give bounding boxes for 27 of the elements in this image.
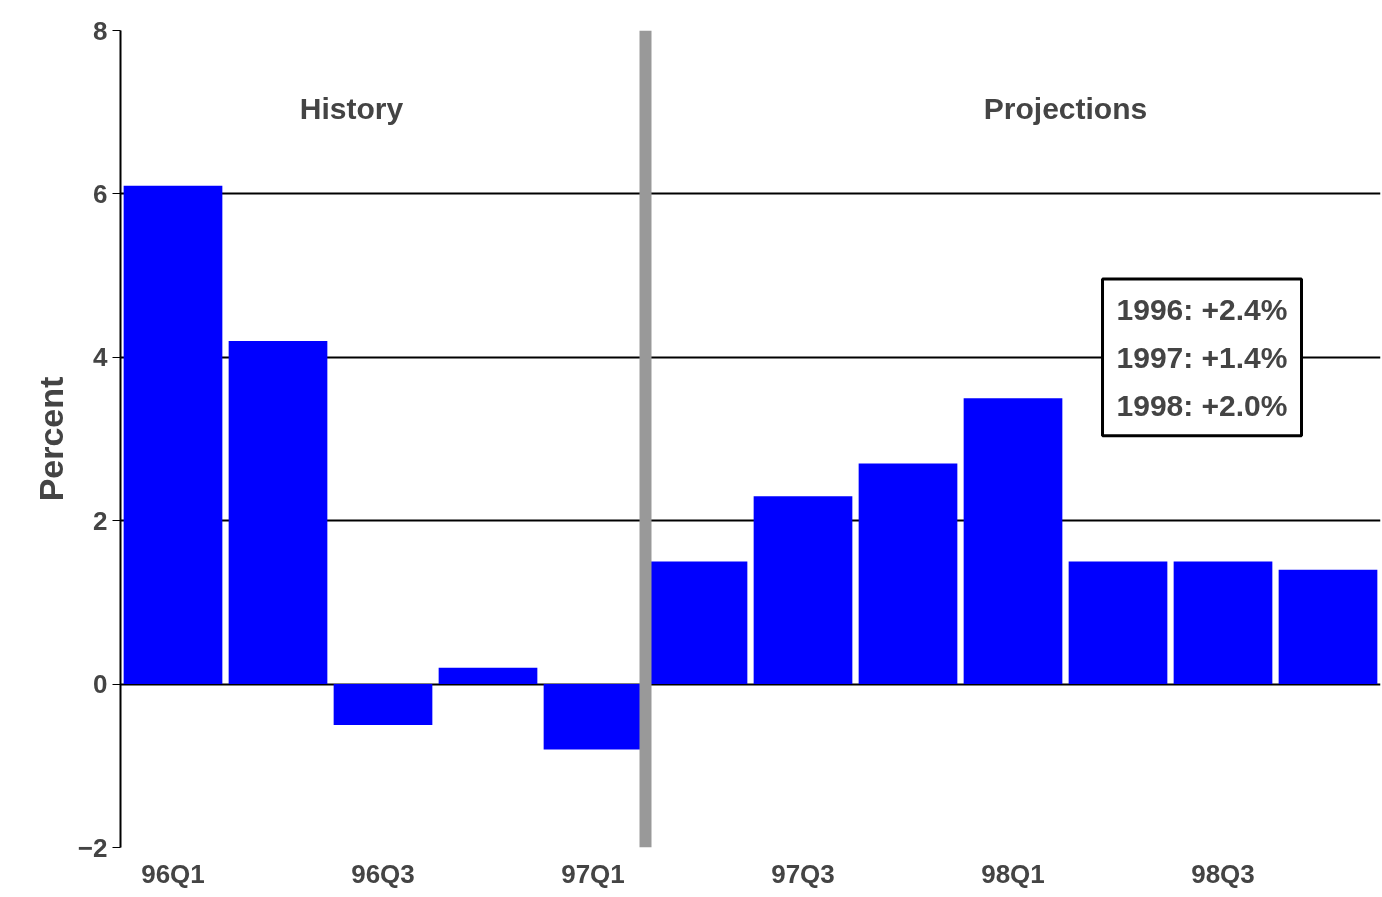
x-tick-label: 98Q1 <box>981 858 1045 889</box>
bar <box>333 684 433 725</box>
y-tick-label: −2 <box>77 832 108 863</box>
annotation: History <box>299 92 404 126</box>
annotation: 1996: +2.4% 1997: +1.4% 1998: +2.0% <box>1116 292 1288 422</box>
bar <box>858 463 958 685</box>
x-tick-label: 98Q3 <box>1191 858 1255 889</box>
x-tick-label: 96Q3 <box>351 858 415 889</box>
bar <box>1173 561 1273 685</box>
x-tick-label: 97Q3 <box>771 858 835 889</box>
bar <box>1068 561 1168 685</box>
annotation: Projections <box>983 92 1148 126</box>
y-tick-label: 8 <box>93 15 108 46</box>
y-tick-label: 4 <box>93 342 109 373</box>
x-tick-label: 97Q1 <box>561 858 625 889</box>
bar <box>1278 569 1378 685</box>
bar <box>123 185 223 685</box>
y-tick-label: 2 <box>93 505 108 536</box>
bar <box>228 340 328 685</box>
x-tick-label: 96Q1 <box>141 858 205 889</box>
y-tick-label: 0 <box>93 669 108 700</box>
bar <box>438 667 538 685</box>
bar <box>543 684 643 750</box>
y-tick-label: 6 <box>93 178 108 209</box>
bar <box>753 496 853 685</box>
y-axis-title: Percent <box>31 376 70 502</box>
bar <box>963 398 1063 685</box>
